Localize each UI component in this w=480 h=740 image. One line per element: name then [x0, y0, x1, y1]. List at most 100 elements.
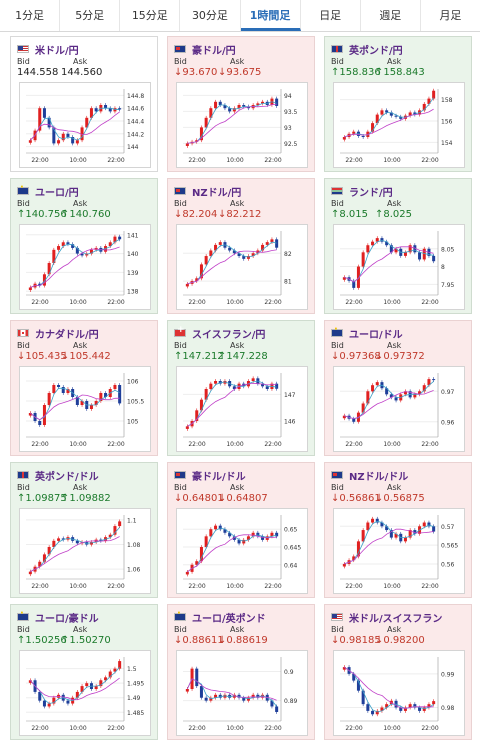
ma-short-line [30, 107, 120, 141]
price-chart[interactable]: 1.06 1.08 1.1 22:00 10:00 22:00 [19, 508, 151, 594]
currency-card[interactable]: NZドル/ドル Bid ↓0.56861 Ask ↓0.56875 0.56 0.565 0.… [324, 462, 472, 598]
candle [204, 389, 208, 400]
eu-us-flag-icon [331, 324, 343, 337]
currency-card[interactable]: 豪ドル/円 Bid ↓93.670 Ask ↓93.675 92.5 93 93.5 94 22:… [167, 36, 315, 172]
pair-title[interactable]: 英ポンド/ドル [17, 468, 99, 483]
pair-name[interactable]: カナダドル/円 [35, 329, 99, 341]
candle [232, 536, 236, 540]
tab-2[interactable]: 15分足 [120, 0, 181, 31]
candle [52, 540, 56, 547]
pair-name[interactable]: 英ポンド/円 [349, 45, 403, 57]
candle [256, 694, 260, 698]
pair-title[interactable]: NZドル/円 [174, 184, 242, 199]
y-tick-label: 154 [441, 140, 453, 147]
candle [432, 701, 436, 705]
price-chart[interactable]: 81 82 22:00 10:00 22:00 [176, 224, 308, 310]
pair-name[interactable]: 豪ドル/ドル [192, 471, 246, 483]
price-chart[interactable]: 0.98 0.99 22:00 10:00 22:00 [333, 650, 465, 736]
x-tick-label: 10:00 [226, 725, 243, 732]
ma-short-line [187, 527, 277, 573]
candle [185, 571, 189, 575]
pair-name[interactable]: ユーロ/英ポンド [192, 613, 266, 625]
candle [218, 242, 222, 245]
y-tick-label: 141 [127, 232, 139, 239]
pair-name[interactable]: 米ドル/円 [35, 45, 79, 57]
pair-title[interactable]: 豪ドル/円 [174, 42, 236, 57]
currency-card[interactable]: ユーロ/円 Bid↑140.756 Ask↑140.760 138 139 140 141 2… [10, 178, 158, 314]
tab-6[interactable]: 週足 [361, 0, 421, 31]
pair-name[interactable]: ランド/円 [349, 187, 393, 199]
currency-card[interactable]: ユーロ/豪ドルBid↑1.50256Ask↑1.502701.4851.491.… [10, 604, 158, 740]
currency-card[interactable]: NZドル/円 Bid ↓82.204 Ask ↓82.212 81 82 22:00 10:00… [167, 178, 315, 314]
tab-7[interactable]: 月足 [439, 9, 462, 22]
currency-card[interactable]: カナダドル/円 Bid ↓105.435 Ask ↓105.442 105 105.5 106… [10, 320, 158, 456]
price-chart[interactable]: 0.56 0.565 0.57 22:00 10:00 22:00 [333, 508, 465, 594]
pair-name[interactable]: NZドル/ドル [349, 471, 409, 483]
pair-name[interactable]: 米ドル/スイスフラン [349, 613, 443, 625]
currency-card[interactable]: 英ポンド/円 Bid ↑158.836 Ask ↑158.843 154 156 158 22:… [324, 36, 472, 172]
pair-name[interactable]: ユーロ/円 [35, 187, 79, 199]
tab-4[interactable]: 1時間足 [240, 0, 301, 31]
pair-title[interactable]: 英ポンド/円 [331, 42, 403, 57]
currency-card[interactable]: 米ドル/円 Bid 144.558 Ask 144.560 144 144.2 144.4 14… [10, 36, 158, 172]
candle [356, 541, 360, 557]
candle [28, 413, 32, 416]
tab-1[interactable]: 5分足 [60, 0, 121, 31]
ma-short-line [344, 97, 434, 138]
currency-card[interactable]: ランド/円 Bid ↑8.015 Ask ↑8.025 7.95 8 8.05 22:00 10:… [324, 178, 472, 314]
currency-card[interactable]: 米ドル/スイスフラン Bid ↓0.98185 Ask ↓0.98200 0.98 0.99… [324, 604, 472, 740]
candle [185, 143, 189, 146]
price-chart[interactable]: 146 147 22:00 10:00 22:00 [176, 366, 308, 452]
price-chart[interactable]: 138 139 140 141 22:00 10:00 22:00 [19, 224, 151, 310]
y-tick-label: 1.495 [127, 681, 144, 688]
pair-title[interactable]: ユーロ/豪ドル [17, 608, 99, 625]
candle [256, 532, 260, 537]
pair-title[interactable]: カナダドル/円 [17, 326, 99, 341]
currency-card[interactable]: スイスフラン/円 Bid↑147.212 Ask↑147.228 146 147 22:0… [167, 320, 315, 456]
ask-price: ↑8.025 [375, 209, 413, 220]
pair-title[interactable]: 米ドル/円 [17, 42, 79, 57]
price-chart[interactable]: 144 144.2 144.4 144.6 144.8 22:00 10:00 22:00 [19, 82, 151, 168]
currency-card[interactable]: 豪ドル/ドル Bid ↓0.64801 Ask ↓0.64807 0.64 0.645 0.6… [167, 462, 315, 598]
candle [270, 532, 274, 537]
pair-name[interactable]: ユーロ/豪ドル [35, 613, 99, 625]
pair-title[interactable]: スイスフラン/円 [174, 325, 266, 341]
pair-name[interactable]: NZドル/円 [192, 187, 242, 199]
tab-0[interactable]: 1分足 [0, 0, 61, 31]
tab-5[interactable]: 日足 [301, 0, 361, 31]
pair-title[interactable]: ユーロ/ドル [331, 324, 403, 341]
candle [71, 244, 75, 248]
x-tick-label: 22:00 [188, 299, 205, 306]
price-chart[interactable]: 105 105.5 106 22:00 10:00 22:00 [19, 366, 151, 452]
tab-3[interactable]: 30分足 [180, 0, 241, 31]
candle [380, 522, 384, 527]
price-chart[interactable]: 0.96 0.97 22:00 10:00 22:00 [333, 366, 465, 452]
candle [375, 114, 379, 124]
currency-card[interactable]: ユーロ/ドル Bid↓0.97368 Ask↓0.97372 0.96 0.97 22:0… [324, 320, 472, 456]
candle [94, 108, 98, 112]
currency-card[interactable]: 英ポンド/ドル Bid ↑1.09875 Ask ↑1.09882 1.06 1.08 1.1… [10, 462, 158, 598]
pair-name[interactable]: スイスフラン/円 [192, 329, 266, 341]
candle [52, 385, 56, 393]
pair-title[interactable]: ユーロ/英ポンド [174, 608, 266, 625]
au-us-flag-icon [174, 471, 186, 479]
y-tick-label: 147 [284, 392, 296, 399]
price-chart[interactable]: 92.5 93 93.5 94 22:00 10:00 22:00 [176, 82, 308, 168]
pair-title[interactable]: ユーロ/円 [17, 182, 79, 199]
pair-title[interactable]: 豪ドル/ドル [174, 468, 246, 483]
currency-card[interactable]: ユーロ/英ポンド Bid↓0.88611 Ask↓0.88619 0.89 0.9 22:… [167, 604, 315, 740]
price-chart[interactable]: 154 156 158 22:00 10:00 22:00 [333, 82, 465, 168]
pair-title[interactable]: NZドル/ドル [331, 468, 409, 483]
price-chart[interactable]: 0.89 0.9 22:00 10:00 22:00 [176, 650, 308, 736]
price-chart[interactable]: 0.64 0.645 0.65 22:00 10:00 22:00 [176, 508, 308, 594]
pair-name[interactable]: 英ポンド/ドル [35, 471, 99, 483]
bid-price: ↓93.670 [174, 67, 218, 78]
y-tick-label: 144.2 [127, 131, 144, 138]
pair-title[interactable]: ランド/円 [331, 184, 393, 199]
pair-name[interactable]: 豪ドル/円 [192, 45, 236, 57]
price-chart[interactable]: 1.485 1.49 1.495 1.5 22:00 10:00 22:00 [19, 650, 151, 736]
ask-price: ↓93.675 [218, 67, 262, 78]
price-chart[interactable]: 7.95 8 8.05 22:00 10:00 22:00 [333, 224, 465, 310]
pair-title[interactable]: 米ドル/スイスフラン [331, 610, 443, 625]
pair-name[interactable]: ユーロ/ドル [349, 329, 403, 341]
